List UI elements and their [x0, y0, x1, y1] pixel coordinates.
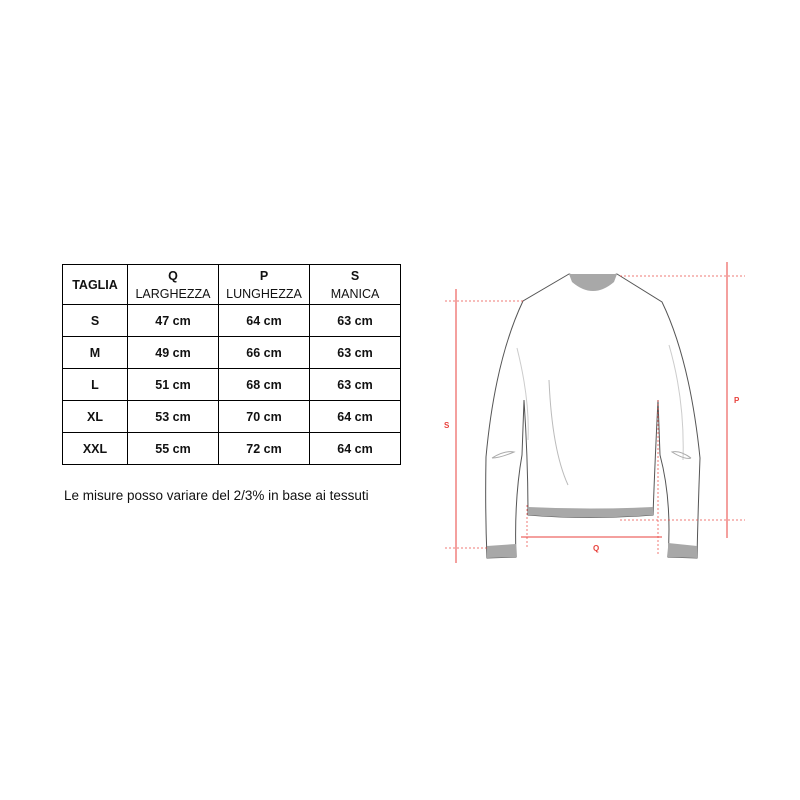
header-letter: S: [350, 268, 360, 283]
size-cell: S: [62, 304, 128, 337]
hem-rib: [528, 507, 653, 518]
measure-lines: [445, 262, 745, 563]
width-cell: 49 cm: [127, 336, 219, 369]
header-p: P LUNGHEZZA: [218, 264, 310, 305]
length-cell: 64 cm: [218, 304, 310, 337]
header-letter: Q: [168, 268, 178, 283]
length-cell: 70 cm: [218, 400, 310, 433]
width-label: Q: [593, 544, 599, 553]
right-cuff-rib: [668, 543, 697, 558]
header-q: Q LARGHEZZA: [127, 264, 219, 305]
length-label: P: [734, 396, 740, 405]
table-row: L 51 cm 68 cm 63 cm: [62, 368, 401, 401]
sleeve-cell: 63 cm: [309, 336, 401, 369]
length-cell: 66 cm: [218, 336, 310, 369]
sweater-outline: [485, 273, 701, 559]
table-header-row: TAGLIA Q LARGHEZZA P LUNGHEZZA S MANICA: [62, 264, 401, 305]
table-row: XL 53 cm 70 cm 64 cm: [62, 400, 401, 433]
size-table: TAGLIA Q LARGHEZZA P LUNGHEZZA S MANICA S 47…: [62, 264, 401, 465]
sleeve-cell: 63 cm: [309, 304, 401, 337]
sleeve-cell: 63 cm: [309, 368, 401, 401]
header-taglia: TAGLIA: [62, 264, 128, 305]
table-row: XXL 55 cm 72 cm 64 cm: [62, 432, 401, 465]
left-cuff-rib: [487, 544, 516, 558]
header-label: LARGHEZZA: [135, 286, 211, 301]
header-letter: P: [259, 268, 269, 283]
collar-rib: [569, 274, 617, 291]
header-label: TAGLIA: [72, 277, 118, 292]
sleeve-cell: 64 cm: [309, 432, 401, 465]
rib-bands: [487, 274, 697, 558]
table-row: M 49 cm 66 cm 63 cm: [62, 336, 401, 369]
header-s: S MANICA: [309, 264, 401, 305]
length-cell: 72 cm: [218, 432, 310, 465]
size-cell: M: [62, 336, 128, 369]
width-cell: 53 cm: [127, 400, 219, 433]
size-cell: XXL: [62, 432, 128, 465]
note-text: Le misure posso variare del 2/3% in base…: [64, 488, 369, 503]
header-label: LUNGHEZZA: [226, 286, 302, 301]
size-cell: XL: [62, 400, 128, 433]
header-label: MANICA: [330, 286, 380, 301]
width-cell: 51 cm: [127, 368, 219, 401]
sleeve-label: S: [444, 421, 450, 430]
